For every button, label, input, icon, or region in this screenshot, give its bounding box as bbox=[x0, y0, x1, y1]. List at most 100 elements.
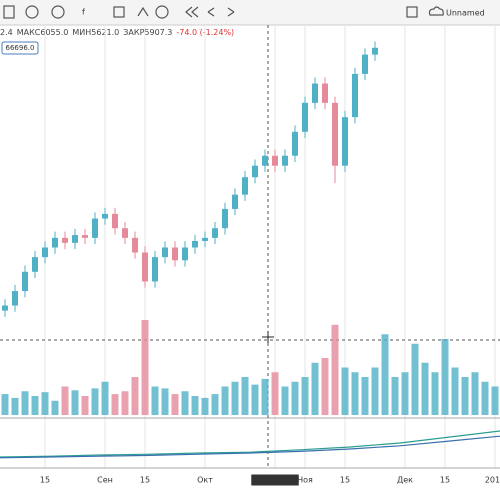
icon-compare[interactable] bbox=[51, 5, 65, 19]
volume-bar bbox=[331, 324, 339, 415]
volume-bar bbox=[451, 367, 459, 415]
volume-bar bbox=[161, 388, 169, 415]
toolbar-icons[interactable]: f bbox=[3, 5, 444, 19]
volume-bar bbox=[431, 372, 439, 415]
header-field: 2.4 bbox=[0, 28, 13, 37]
x-tick-label: Дек bbox=[397, 476, 413, 485]
candle-body bbox=[52, 237, 58, 248]
volume-bar bbox=[231, 381, 239, 415]
volume-bar bbox=[441, 339, 449, 415]
volume-bar bbox=[311, 362, 319, 415]
icon-fx[interactable]: f bbox=[82, 8, 85, 17]
candle-body bbox=[202, 237, 208, 241]
indicator-line bbox=[0, 430, 500, 458]
x-tick-label: Сен bbox=[97, 476, 113, 485]
candle-body bbox=[22, 271, 28, 292]
candle-body bbox=[272, 155, 278, 166]
candle-body bbox=[192, 240, 198, 248]
x-tick-label: 15 bbox=[40, 476, 50, 485]
volume-bar bbox=[21, 391, 29, 415]
layout-name[interactable]: Unnamed bbox=[446, 9, 485, 18]
icon-bars[interactable] bbox=[113, 6, 125, 18]
candle-body bbox=[362, 54, 368, 74]
badge-box bbox=[1, 41, 39, 55]
volume-bar bbox=[151, 386, 159, 415]
icon-clock[interactable] bbox=[155, 5, 169, 19]
icon-replay[interactable] bbox=[185, 6, 199, 18]
icon-fullscreen[interactable] bbox=[406, 6, 418, 18]
volume-bar bbox=[281, 386, 289, 415]
price-badge: 66696.0 bbox=[6, 44, 35, 52]
candle-body bbox=[82, 235, 88, 238]
volume-bar bbox=[351, 372, 359, 415]
volume-bar bbox=[171, 394, 179, 415]
candle-body bbox=[182, 247, 188, 261]
candle-body bbox=[322, 83, 328, 103]
volume-bar bbox=[321, 358, 329, 415]
volume-bar bbox=[121, 391, 129, 415]
volume-bar bbox=[201, 397, 209, 415]
candle-body bbox=[352, 73, 358, 118]
volume-bar bbox=[181, 391, 189, 415]
x-tick-label: 15 bbox=[340, 476, 350, 485]
candle-body bbox=[252, 165, 258, 178]
volume-bar bbox=[251, 384, 259, 415]
volume-bar bbox=[91, 388, 99, 415]
candle-body bbox=[342, 117, 348, 166]
volume-bar bbox=[411, 343, 419, 415]
volume-bar bbox=[401, 372, 409, 415]
volume-bar bbox=[381, 334, 389, 415]
volume-bar bbox=[491, 386, 499, 415]
volume-bar bbox=[481, 381, 489, 415]
volume-bar bbox=[131, 377, 139, 415]
candle-body bbox=[12, 291, 18, 306]
volume-bar bbox=[261, 378, 269, 415]
icon-add[interactable] bbox=[25, 5, 39, 19]
ohlc-header: 2.4 МАКС6055.0 МИН5621.0 ЗАКР5907.3 -74.0 (-… bbox=[0, 28, 234, 37]
candle-body bbox=[112, 213, 118, 229]
candle-body bbox=[372, 47, 378, 55]
candle-body bbox=[222, 208, 228, 229]
candle-body bbox=[262, 155, 268, 166]
icon-undo[interactable] bbox=[207, 7, 215, 17]
candle-body bbox=[162, 247, 168, 258]
volume-bar bbox=[81, 396, 89, 415]
volume-bar bbox=[391, 377, 399, 415]
icon-redo[interactable] bbox=[227, 7, 235, 17]
candle-body bbox=[282, 155, 288, 166]
header-field: МАКС6055.0 bbox=[17, 28, 69, 37]
candle-body bbox=[2, 305, 8, 311]
volume-bar bbox=[101, 381, 109, 415]
x-tick-label: 23 Окт '17 bbox=[253, 476, 296, 485]
candle-body bbox=[142, 252, 148, 282]
header-field: МИН5621.0 bbox=[72, 28, 119, 37]
volume-bar bbox=[361, 377, 369, 415]
volume-bar bbox=[271, 372, 279, 415]
volume-bar bbox=[221, 386, 229, 415]
candle-body bbox=[312, 83, 318, 103]
candle-body bbox=[32, 257, 38, 272]
volume-bar bbox=[51, 400, 59, 415]
volume-bar bbox=[191, 396, 199, 415]
x-cursor-label-bg bbox=[251, 474, 299, 486]
volume-bar bbox=[421, 362, 429, 415]
candle-body bbox=[242, 177, 248, 195]
volume-bar bbox=[111, 394, 119, 415]
volume-bar bbox=[461, 377, 469, 415]
candle-body bbox=[212, 228, 218, 238]
volume-bar bbox=[41, 392, 49, 415]
icon[interactable] bbox=[3, 5, 15, 19]
candle-body bbox=[152, 257, 158, 282]
candle-body bbox=[232, 194, 238, 209]
candle-body bbox=[92, 218, 98, 238]
icon-cloud[interactable] bbox=[428, 6, 444, 16]
volume-bar bbox=[31, 396, 39, 415]
candle-body bbox=[122, 228, 128, 238]
icon-alert[interactable] bbox=[137, 6, 149, 17]
toolbar bbox=[0, 0, 500, 25]
x-tick-label: Ноя bbox=[297, 476, 313, 485]
x-tick-label: 2018 bbox=[485, 476, 500, 485]
candle-body bbox=[292, 131, 298, 156]
x-tick-label: 15 bbox=[140, 476, 150, 485]
